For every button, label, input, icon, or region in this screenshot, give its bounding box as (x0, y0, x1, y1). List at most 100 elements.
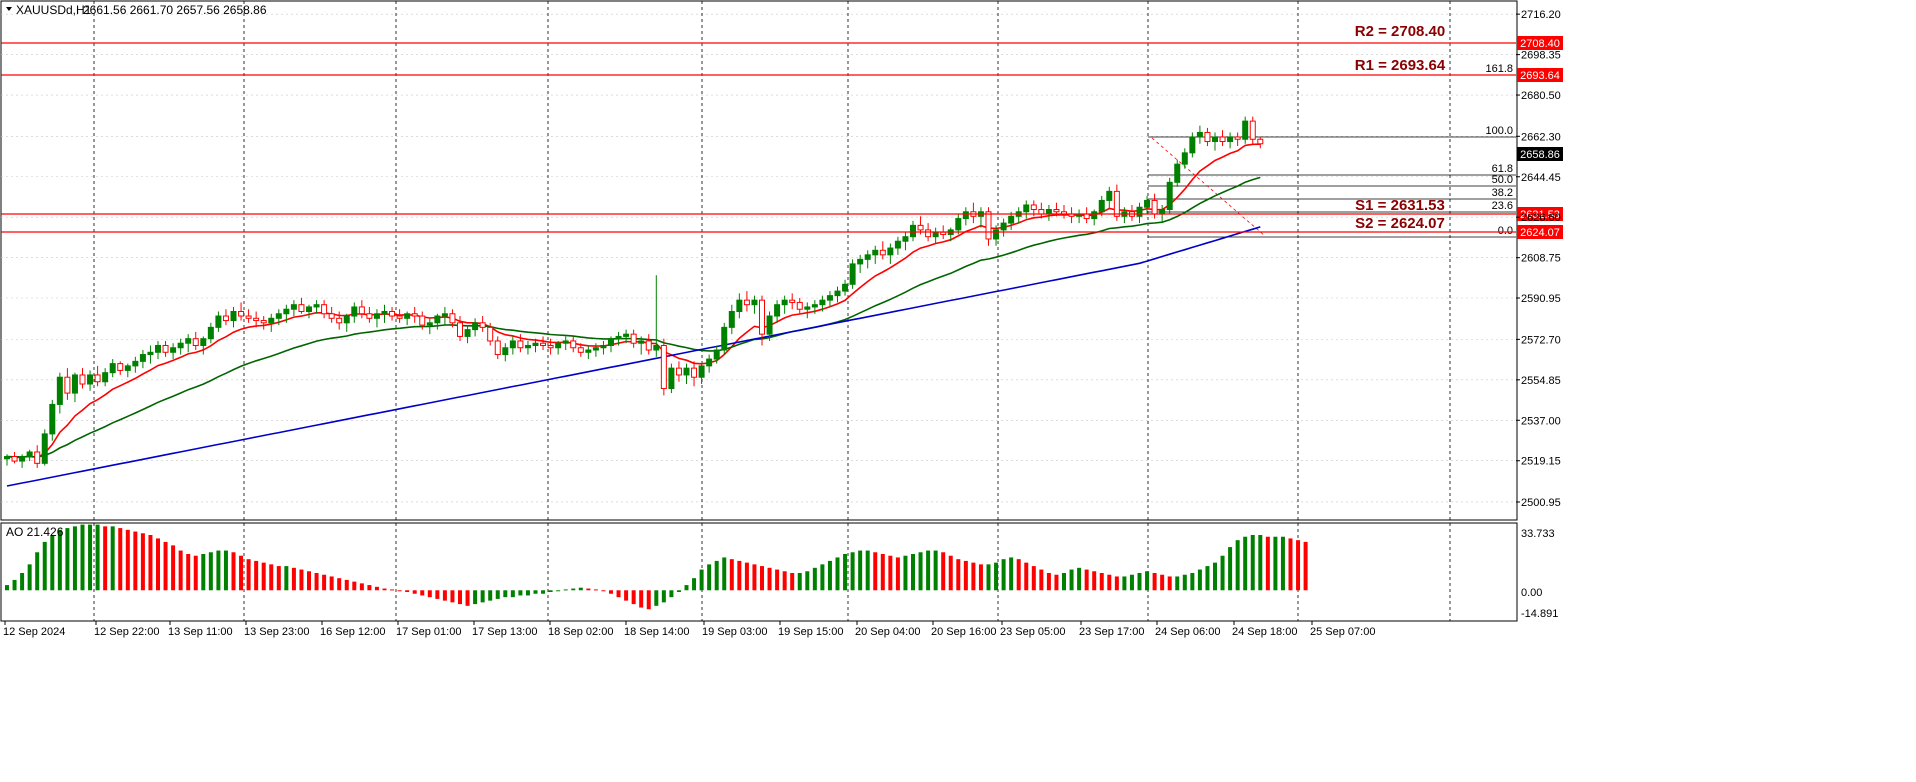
fib-label: 61.8 (1492, 163, 1513, 175)
y-tick-label: 2590.95 (1521, 293, 1561, 305)
ao-bar (1280, 536, 1285, 591)
candle-body (1000, 222, 1007, 231)
ao-bar (307, 571, 311, 591)
candle-body (351, 306, 358, 317)
ao-bar (450, 590, 455, 603)
candle-body (34, 451, 41, 464)
x-tick-label: 13 Sep 23:00 (244, 626, 309, 638)
candle-body (260, 320, 267, 324)
ao-bar (1235, 540, 1240, 591)
ao-bar (442, 590, 447, 601)
ao-bar (994, 562, 999, 591)
candle-body (736, 299, 743, 312)
candle-body (1113, 190, 1120, 217)
candle-body (79, 374, 86, 385)
ao-bar (12, 579, 17, 591)
ao-bar (1129, 574, 1134, 591)
candle-body (1098, 199, 1105, 213)
candle-body (117, 363, 124, 371)
candle-body (864, 254, 871, 260)
ao-bar (963, 560, 968, 591)
ao-bar (775, 569, 780, 591)
candle-body (1212, 136, 1218, 143)
ao-bar (156, 538, 160, 591)
y-tick-label: 2537.00 (1521, 415, 1561, 427)
candle-body (4, 456, 10, 460)
ao-scale-top: 33.733 (1521, 528, 1555, 540)
ao-bar (488, 590, 493, 601)
candle-body (826, 295, 833, 301)
x-tick-label: 20 Sep 16:00 (931, 626, 996, 638)
ao-bar (50, 534, 55, 591)
x-tick-label: 13 Sep 11:00 (168, 626, 233, 638)
level-tag-s1 (1517, 207, 1563, 221)
ao-bar (103, 526, 108, 591)
ao-bar (1062, 572, 1066, 591)
ao-bar (148, 534, 153, 591)
candle-body (19, 456, 26, 462)
ao-bar (518, 590, 523, 596)
dropdown-triangle-icon[interactable] (6, 7, 12, 11)
ao-bar (1258, 534, 1263, 591)
candle-body (993, 229, 1000, 240)
ao-bar (427, 590, 432, 598)
candle-body (849, 263, 856, 285)
candle-body (1189, 136, 1196, 154)
candle-body (283, 308, 290, 315)
ao-bar (95, 524, 100, 591)
ao-bar (201, 553, 206, 591)
candle-body (925, 229, 932, 238)
candle-body (834, 290, 841, 297)
candle-body (147, 351, 154, 356)
candle-body (524, 344, 531, 349)
ao-bar (601, 590, 606, 592)
ao-bar (661, 590, 666, 603)
x-tick-label: 19 Sep 03:00 (702, 626, 767, 638)
ao-bar (193, 555, 198, 591)
candle-body (487, 326, 494, 342)
x-tick-label: 18 Sep 02:00 (548, 626, 613, 638)
ao-bar (344, 579, 349, 591)
candle-body (615, 335, 622, 340)
ao-bar (933, 550, 938, 591)
ao-bar (223, 550, 228, 591)
ao-bar (760, 566, 764, 591)
candle-body (638, 340, 645, 344)
symbol-label: XAUUSDd,H1 (16, 3, 92, 17)
ao-bar (27, 564, 32, 591)
y-tick-label: 2608.75 (1521, 253, 1561, 265)
ao-bar (790, 572, 795, 591)
level-label-s1: S1 = 2631.53 (1355, 197, 1445, 214)
ao-bar (1243, 536, 1248, 591)
ao-bar (1137, 572, 1142, 591)
ao-bar (284, 566, 289, 591)
ao-bar (390, 589, 395, 591)
ao-bar (1077, 567, 1082, 591)
ao-bar (714, 560, 719, 591)
ao-bar (1265, 536, 1270, 591)
fib-trendline (1151, 137, 1266, 237)
ao-bar (473, 590, 478, 605)
candle-body (373, 313, 380, 319)
ao-bar (1220, 555, 1225, 591)
candle-body (668, 367, 675, 390)
candle-body (1181, 152, 1188, 165)
ao-bar (397, 590, 402, 592)
candle-body (404, 313, 411, 319)
level-tag-text: 2624.07 (1520, 227, 1560, 239)
x-tick-label: 17 Sep 13:00 (472, 626, 537, 638)
candle-body (170, 347, 177, 353)
candle-body (1053, 209, 1060, 213)
candle-body (177, 342, 184, 349)
ao-bar (888, 555, 893, 591)
candle-body (706, 358, 713, 367)
candle-body (759, 299, 765, 335)
ao-bar (941, 552, 946, 591)
level-tag-text: 2693.64 (1520, 70, 1560, 82)
candle-body (207, 326, 214, 340)
pivot-levels[interactable]: R2 = 2708.40 2708.40 R1 = 2693.64 2693.64 S1… (1, 23, 1563, 239)
x-tick-label: 24 Sep 18:00 (1232, 626, 1297, 638)
level-tag-r1 (1517, 68, 1563, 82)
ao-bar (624, 590, 629, 601)
